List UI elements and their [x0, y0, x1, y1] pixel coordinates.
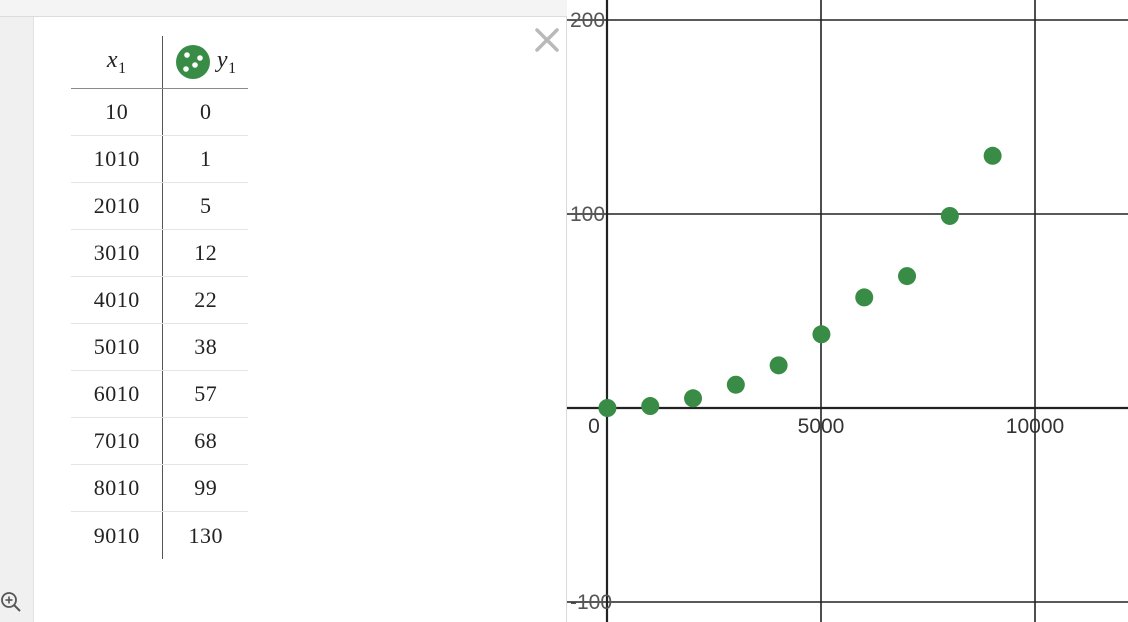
data-point[interactable] [726, 375, 745, 394]
y-column-header[interactable]: y1 [162, 36, 248, 88]
x-cell[interactable]: 1010 [93, 146, 140, 171]
data-point[interactable] [598, 399, 617, 417]
x-cell[interactable]: 4010 [93, 287, 140, 312]
data-point[interactable] [898, 267, 917, 286]
table-row: 1010 1 [71, 136, 248, 183]
x-tick-label: 5000 [798, 415, 845, 438]
data-point[interactable] [684, 389, 703, 408]
x-cell[interactable]: 10 [105, 99, 129, 124]
table-row: 9010 130 [71, 512, 248, 559]
table-row: 2010 5 [71, 183, 248, 230]
expression-gutter [0, 17, 34, 622]
x-cell[interactable]: 9010 [93, 522, 140, 548]
table-row: 5010 38 [71, 324, 248, 371]
y-tick-label: 100 [570, 203, 605, 226]
data-point[interactable] [812, 325, 831, 344]
expression-panel: x1 y1 10 0 1010 1 2010 5 3010 12 4010 22 5010 38 601… [0, 0, 567, 622]
x-cell[interactable]: 3010 [93, 240, 140, 265]
y-cell[interactable]: 99 [162, 465, 248, 511]
y-cell[interactable]: 1 [162, 136, 248, 182]
y-tick-label: -100 [570, 591, 612, 614]
y-header-label: y [216, 46, 229, 73]
x-cell[interactable]: 7010 [93, 428, 140, 453]
axes [567, 0, 1128, 622]
table-row: 8010 99 [71, 465, 248, 512]
y-cell[interactable]: 22 [162, 277, 248, 323]
data-table: x1 y1 10 0 1010 1 2010 5 3010 12 4010 22 5010 38 601… [71, 36, 248, 559]
table-row: 3010 12 [71, 230, 248, 277]
x-cell[interactable]: 2010 [93, 193, 140, 218]
tick-labels: 0 5000 10000 100 200 -100 [570, 9, 1064, 614]
y-cell[interactable]: 5 [162, 183, 248, 229]
y-cell[interactable]: 57 [162, 371, 248, 417]
table-row: 6010 57 [71, 371, 248, 418]
data-point[interactable] [983, 146, 1002, 165]
data-point[interactable] [855, 288, 874, 307]
table-row: 10 0 [71, 89, 248, 136]
points-style-icon[interactable] [175, 44, 211, 80]
table-row: 4010 22 [71, 277, 248, 324]
y-cell[interactable]: 38 [162, 324, 248, 370]
x-cell[interactable]: 5010 [93, 334, 140, 359]
close-icon[interactable] [533, 26, 561, 54]
y-tick-label: 200 [570, 9, 605, 32]
x-header-label: x [106, 46, 119, 73]
y-cell[interactable]: 130 [162, 512, 248, 559]
table-body: 10 0 1010 1 2010 5 3010 12 4010 22 5010 38 6010 57 701… [71, 89, 248, 559]
zoom-in-icon[interactable] [0, 590, 22, 612]
panel-top-strip [0, 0, 567, 17]
data-point[interactable] [940, 206, 959, 225]
data-point[interactable] [641, 397, 660, 416]
y-cell[interactable]: 68 [162, 418, 248, 464]
x-tick-label: 10000 [1006, 415, 1064, 438]
data-points [598, 146, 1002, 417]
data-point[interactable] [769, 356, 788, 375]
x-cell[interactable]: 6010 [93, 381, 140, 406]
y-header-subscript: 1 [228, 59, 237, 77]
x-header-subscript: 1 [118, 59, 127, 77]
table-row: 7010 68 [71, 418, 248, 465]
x-column-header[interactable]: x1 [71, 36, 162, 88]
graph-canvas[interactable]: 0 5000 10000 100 200 -100 [567, 0, 1128, 622]
x-cell[interactable]: 8010 [93, 475, 140, 500]
grid-lines [567, 0, 1128, 622]
y-cell[interactable]: 12 [162, 230, 248, 276]
y-cell[interactable]: 0 [162, 89, 248, 135]
x-tick-label: 0 [588, 415, 600, 438]
table-header-row: x1 y1 [71, 36, 248, 89]
